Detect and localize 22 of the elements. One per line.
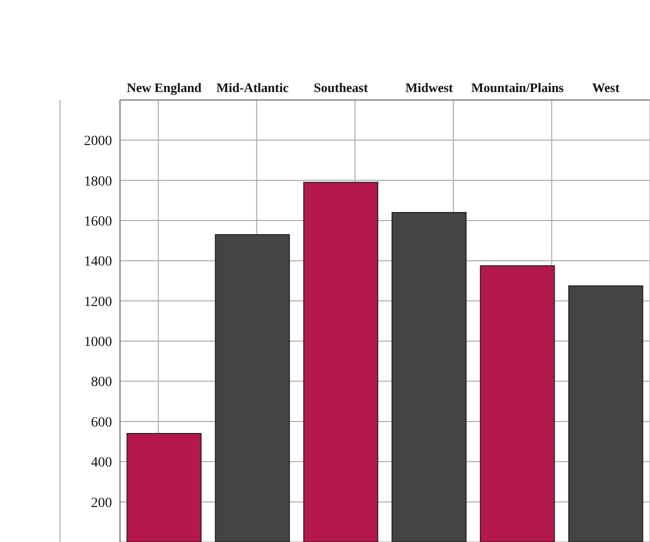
bar (303, 182, 378, 542)
y-tick-label: 1000 (84, 335, 112, 350)
x-tick-label: Midwest (405, 80, 454, 95)
y-tick-label: 1200 (84, 294, 112, 310)
y-tick-label: 2000 (84, 134, 112, 150)
bar (126, 433, 202, 542)
bar (392, 212, 467, 542)
y-tick-label: 400 (91, 456, 112, 471)
bar (568, 285, 644, 542)
y-tick-label: 200 (91, 496, 112, 511)
y-tick-label: 1400 (84, 254, 112, 270)
y-tick-label: 1800 (84, 174, 112, 190)
x-tick-label: Mid-Atlantic (216, 80, 289, 95)
x-tick-label: Southeast (314, 80, 369, 95)
bar (480, 265, 555, 542)
x-tick-label: West (592, 80, 620, 95)
bar (214, 234, 290, 542)
x-tick-label: New England (126, 80, 202, 95)
y-tick-label: 600 (91, 415, 112, 430)
y-tick-label: 800 (91, 375, 112, 390)
y-tick-label: 1600 (84, 214, 112, 230)
x-tick-label: Mountain/Plains (471, 80, 564, 95)
